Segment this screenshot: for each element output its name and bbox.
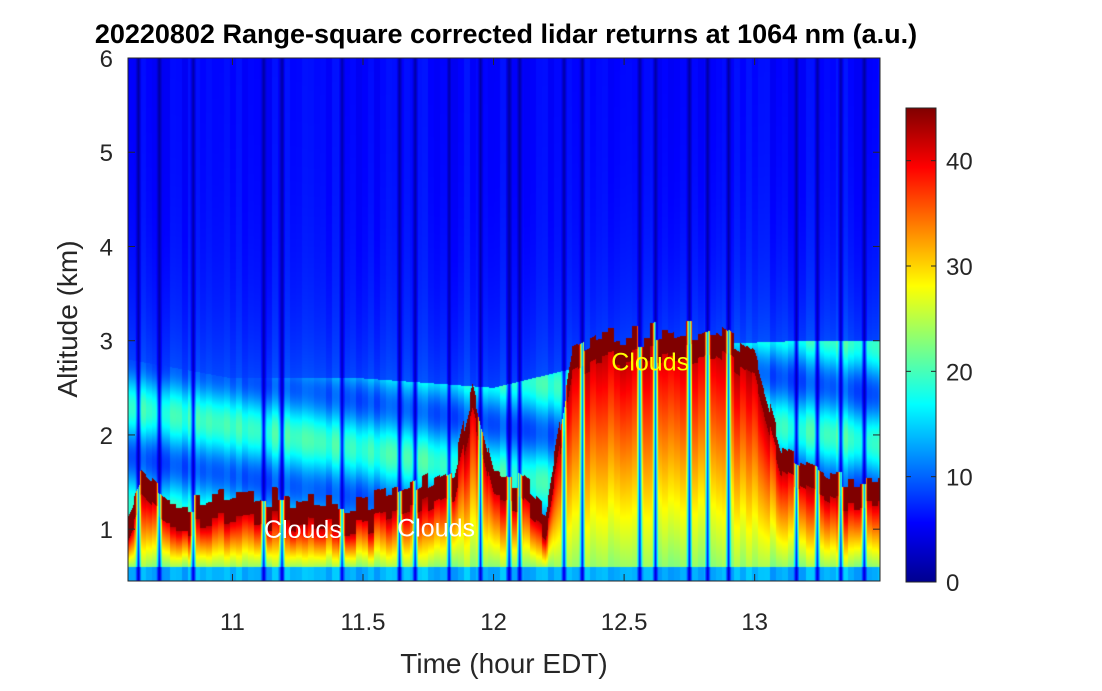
heatmap-canvas [128, 58, 880, 581]
y-tick-label: 5 [100, 140, 113, 167]
cloud-annotation: Clouds [611, 348, 689, 376]
annotations: Clouds Clouds Clouds [264, 348, 689, 544]
cloud-annotation: Clouds [397, 514, 475, 542]
x-tick-label: 11 [220, 609, 245, 636]
x-tick-label: 12.5 [601, 609, 648, 636]
colorbar-tick-label: 30 [946, 254, 973, 281]
colorbar-gradient [905, 107, 937, 583]
x-axis: 11 11.5 12 12.5 13 [220, 58, 768, 636]
colorbar-tick-label: 20 [946, 359, 973, 386]
y-tick-label: 4 [100, 234, 113, 261]
x-tick-label: 13 [741, 609, 768, 636]
y-tick-label: 6 [100, 46, 113, 73]
colorbar: 0 10 20 30 40 [905, 107, 973, 597]
y-axis: 1 2 3 4 5 6 [100, 46, 880, 544]
y-axis-label: Altitude (km) [52, 240, 83, 397]
x-tick-label: 12 [480, 609, 507, 636]
chart-title: 20220802 Range-square corrected lidar re… [95, 19, 917, 49]
colorbar-tick-label: 0 [946, 570, 959, 597]
x-tick-label: 11.5 [341, 609, 386, 636]
y-tick-label: 3 [100, 329, 113, 356]
plot-frame [127, 57, 881, 582]
colorbar-ticks: 0 10 20 30 40 [906, 149, 973, 597]
colorbar-tick-label: 10 [946, 465, 973, 492]
x-axis-label: Time (hour EDT) [400, 648, 607, 679]
heatmap-plot [127, 57, 881, 582]
y-tick-label: 2 [100, 423, 113, 450]
y-tick-label: 1 [100, 517, 113, 544]
cloud-annotation: Clouds [264, 516, 342, 544]
colorbar-tick-label: 40 [946, 149, 973, 176]
